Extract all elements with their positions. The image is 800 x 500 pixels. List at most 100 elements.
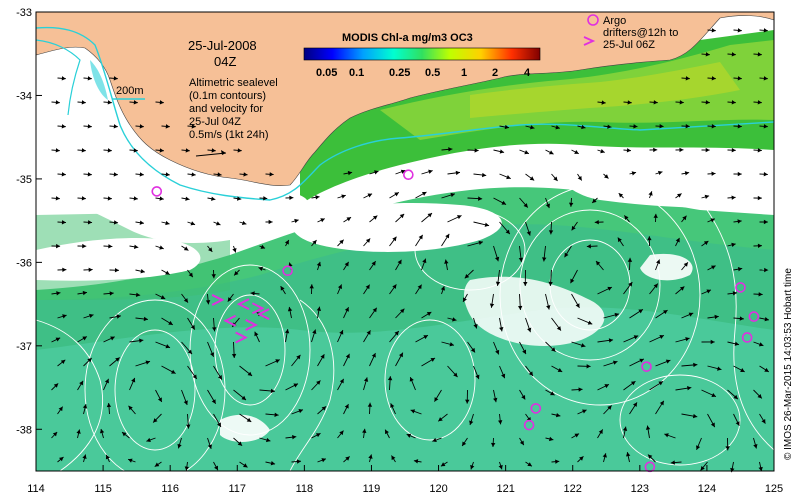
drifter-marker[interactable] (256, 308, 270, 320)
velocity-arrow-head (692, 413, 698, 419)
velocity-arrow-head (296, 459, 302, 464)
velocity-arrow-head (582, 409, 587, 414)
velocity-arrow-head (757, 393, 762, 399)
velocity-arrow-head (731, 147, 736, 153)
argo-float-marker[interactable] (641, 361, 652, 372)
x-tick-label: 124 (698, 483, 716, 495)
velocity-arrow-head (670, 460, 675, 465)
velocity-arrow-head (564, 252, 569, 258)
velocity-arrow-head (737, 267, 743, 272)
velocity-arrow-head (632, 402, 638, 407)
velocity-arrow-head (165, 124, 170, 129)
velocity-arrow-head (159, 245, 164, 250)
velocity-arrow-head (542, 257, 547, 262)
axis-ticks: 114 115 116 117 118 119 120 121 122 123 124 125-33-… (16, 7, 783, 495)
velocity-arrow-head (87, 220, 93, 225)
velocity-arrow-head (274, 412, 279, 417)
velocity-arrow-head (761, 419, 766, 424)
velocity-arrow-head (675, 237, 680, 243)
colorbar-title: MODIS Chl-a mg/m3 OC3 (342, 32, 473, 44)
argo-float-marker[interactable] (530, 403, 542, 414)
velocity-arrow-head (519, 440, 524, 446)
velocity-arrow-head (732, 291, 738, 296)
velocity-arrow-head (114, 267, 119, 273)
velocity-arrow-head (570, 278, 575, 284)
velocity-arrow-head (107, 196, 112, 201)
velocity-arrow-head (133, 196, 138, 201)
velocity-arrow-head (135, 292, 141, 297)
velocity-arrow-head (494, 256, 500, 262)
velocity-arrow-head (293, 383, 298, 388)
argo-float-marker[interactable] (523, 419, 535, 431)
x-tick-label: 121 (496, 483, 514, 495)
velocity-arrow-head (59, 457, 64, 462)
velocity-arrow-head (645, 425, 651, 430)
velocity-arrow-head (550, 391, 555, 396)
velocity-arrow-head (344, 261, 349, 267)
velocity-arrow-head (62, 267, 67, 272)
velocity-arrow-head (390, 403, 395, 408)
velocity-arrow-head (452, 317, 457, 322)
velocity-arrow-head (757, 148, 762, 153)
velocity-arrow-head (659, 124, 664, 129)
velocity-arrow-head (387, 376, 393, 381)
velocity-arrow-head (763, 28, 768, 33)
argo-float-marker[interactable] (151, 186, 163, 197)
velocity-arrow-head (465, 399, 470, 404)
velocity-arrow-head (711, 171, 716, 176)
velocity-arrow-head (577, 175, 582, 181)
velocity-arrow-head (81, 100, 86, 105)
velocity-arrow-head (394, 192, 399, 197)
velocity-arrow-head (763, 124, 768, 129)
velocity-arrow-head (246, 417, 252, 422)
velocity-arrow-head (320, 218, 325, 223)
x-tick-label: 118 (296, 483, 314, 495)
argo-float-marker[interactable] (403, 169, 414, 181)
velocity-arrow-head (339, 430, 344, 436)
velocity-arrow-head (753, 444, 758, 449)
argo-drifters (211, 294, 270, 344)
velocity-arrow-head (639, 358, 644, 363)
argo-float-marker[interactable] (748, 311, 760, 322)
velocity-arrow-head (658, 381, 663, 386)
scale-arrow-head (221, 150, 226, 155)
velocity-arrow-head (159, 100, 164, 105)
drifter-marker[interactable] (235, 331, 248, 344)
drifter-marker[interactable] (223, 314, 237, 327)
velocity-arrow-head (601, 100, 606, 105)
velocity-arrow-head (518, 257, 524, 262)
y-tick-label: -38 (16, 424, 32, 436)
cb-label-2: 0.25 (389, 67, 410, 79)
velocity-arrow-head (234, 271, 239, 276)
x-tick-label: 122 (564, 483, 582, 495)
velocity-arrow-head (693, 362, 698, 368)
velocity-arrow-head (764, 367, 769, 372)
argo-float-marker[interactable] (741, 332, 753, 343)
velocity-arrow-head (523, 281, 528, 286)
velocity-arrow-head (344, 307, 349, 312)
velocity-arrow-head (392, 236, 397, 242)
velocity-arrow-head (633, 124, 638, 129)
velocity-arrow-head (367, 193, 373, 198)
isobath-200m-west (35, 39, 81, 116)
drifter-marker[interactable] (251, 302, 265, 315)
velocity-arrow-head (339, 239, 344, 245)
velocity-arrow-head (143, 316, 148, 322)
velocity-arrow-head (140, 269, 145, 274)
velocity-arrow-head (647, 236, 652, 241)
velocity-arrow-head (294, 218, 299, 224)
velocity-arrow-head (711, 124, 716, 129)
velocity-arrow-head (455, 170, 460, 176)
velocity-arrow-head (633, 335, 639, 340)
drifter-marker[interactable] (245, 319, 258, 331)
drifter-marker[interactable] (236, 298, 250, 310)
argo-float-marker[interactable] (735, 282, 746, 293)
velocity-arrow-head (122, 432, 127, 437)
argo-float-marker[interactable] (282, 265, 293, 277)
velocity-arrow-head (548, 281, 553, 286)
velocity-arrow-head (735, 421, 740, 426)
drifter-marker[interactable] (211, 294, 225, 306)
velocity-arrow-head (133, 148, 138, 153)
velocity-arrow-head (470, 464, 475, 470)
velocity-arrow-head (409, 377, 414, 382)
